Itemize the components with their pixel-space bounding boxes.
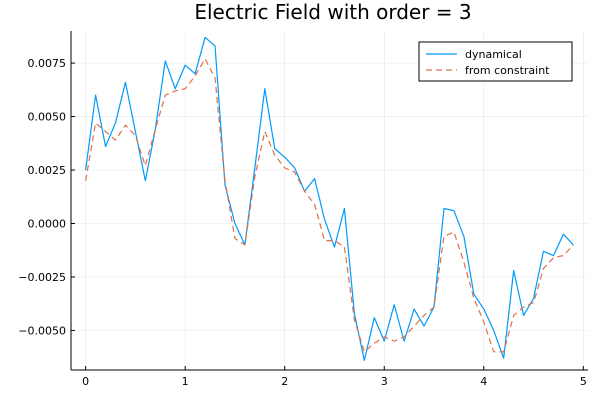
y-tick-label: −0.0025 [18, 271, 66, 284]
x-tick-label: 0 [82, 375, 89, 388]
x-tick-label: 3 [381, 375, 388, 388]
x-axis-ticks: 0 1 2 3 4 5 [82, 366, 587, 388]
y-tick-label: 0.0025 [28, 164, 67, 177]
legend: dynamical from constraint [418, 41, 573, 82]
legend-label-from-constraint: from constraint [465, 64, 550, 77]
legend-label-dynamical: dynamical [465, 48, 522, 61]
series-line-dynamical [85, 36, 574, 361]
x-tick-label: 1 [182, 375, 189, 388]
y-tick-label: 0.0000 [28, 217, 67, 230]
series-lines [85, 36, 574, 361]
x-tick-label: 4 [480, 375, 487, 388]
legend-box [418, 41, 573, 82]
chart-title: Electric Field with order = 3 [194, 0, 471, 24]
y-tick-label: 0.0075 [28, 57, 67, 70]
y-axis-ticks: −0.0050 −0.0025 0.0000 0.0025 0.0050 0.0075 [18, 57, 75, 337]
series-line-from-constraint [85, 58, 574, 353]
axes [70, 31, 588, 371]
grid [71, 31, 588, 370]
y-tick-label: 0.0050 [28, 111, 67, 124]
x-tick-label: 2 [281, 375, 288, 388]
x-tick-label: 5 [580, 375, 587, 388]
y-tick-label: −0.0050 [18, 324, 66, 337]
